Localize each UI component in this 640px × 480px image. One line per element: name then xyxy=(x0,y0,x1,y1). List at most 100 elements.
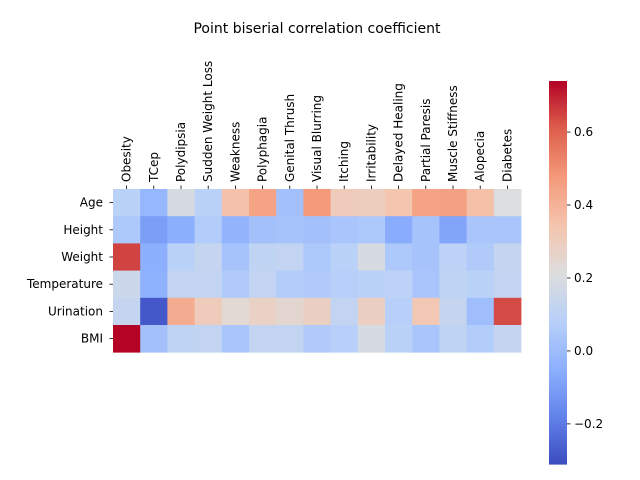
heatmap-cell xyxy=(357,216,386,244)
heatmap-cell xyxy=(140,189,168,217)
heatmap-cell xyxy=(221,270,250,299)
colorbar-segment xyxy=(549,288,567,293)
colorbar-segment xyxy=(549,432,567,436)
column-label: Genital Thrush xyxy=(283,94,297,182)
colorbar-segment xyxy=(549,141,567,146)
colorbar-segment xyxy=(549,199,567,203)
colorbar-segment xyxy=(549,154,567,159)
heatmap-cell xyxy=(167,325,195,353)
heatmap-cell xyxy=(330,325,359,353)
colorbar-segment xyxy=(549,412,567,417)
colorbar-segment xyxy=(549,358,567,363)
colorbar-segment xyxy=(549,435,567,440)
heatmap-cell xyxy=(276,216,304,244)
heatmap-cell xyxy=(249,189,277,217)
colorbar-segment xyxy=(549,381,567,385)
heatmap-cell xyxy=(412,297,440,326)
colorbar-segment xyxy=(549,400,567,404)
colorbar-segment xyxy=(549,208,567,213)
heatmap-cell xyxy=(439,216,467,244)
colorbar-segment xyxy=(549,345,567,350)
heatmap-cell xyxy=(385,270,413,299)
colorbar-segment xyxy=(549,163,567,168)
heatmap-cell xyxy=(113,325,141,353)
column-label: Alopecia xyxy=(473,131,487,182)
row-label: BMI xyxy=(81,332,103,346)
colorbar-segment xyxy=(549,384,567,388)
heatmap-cell xyxy=(140,325,168,353)
colorbar-segment xyxy=(549,313,567,318)
heatmap-cell xyxy=(167,216,195,244)
heatmap-cell xyxy=(439,243,467,271)
heatmap-cell xyxy=(194,189,223,217)
colorbar-segment xyxy=(549,186,567,191)
column-label: TCep xyxy=(147,152,161,183)
colorbar-segment xyxy=(549,116,567,120)
colorbar-segment xyxy=(549,326,567,331)
colorbar-segment xyxy=(549,81,567,85)
colorbar-segment xyxy=(549,329,567,334)
heatmap-cell xyxy=(466,243,495,271)
colorbar-segment xyxy=(549,419,567,424)
column-label: Muscle Stiffness xyxy=(446,85,460,182)
heatmap-cell xyxy=(140,243,168,271)
colorbar-segment xyxy=(549,444,567,449)
row-label: Height xyxy=(63,223,103,237)
heatmap-cell xyxy=(221,216,250,244)
heatmap-cell xyxy=(249,297,277,326)
column-label: Partial Paresis xyxy=(419,99,433,182)
colorbar-segment xyxy=(549,339,567,344)
colorbar-segment xyxy=(549,269,567,274)
heatmap-cell xyxy=(385,297,413,326)
colorbar-segment xyxy=(549,221,567,226)
heatmap-cell xyxy=(140,216,168,244)
heatmap-cell xyxy=(412,189,440,217)
colorbar-segment xyxy=(549,282,567,286)
heatmap-cell xyxy=(113,243,141,271)
colorbar-tick-label: 0.6 xyxy=(574,125,593,139)
column-label: Diabetes xyxy=(500,129,514,182)
colorbar-segment xyxy=(549,243,567,248)
chart-title: Point biserial correlation coefficient xyxy=(193,21,441,37)
colorbar-segment xyxy=(549,323,567,328)
colorbar-segment xyxy=(549,151,567,156)
colorbar-segment xyxy=(549,227,567,232)
colorbar-segment xyxy=(549,205,567,210)
colorbar-segment xyxy=(549,425,567,430)
colorbar-segment xyxy=(549,93,567,98)
heatmap-cell xyxy=(412,270,440,299)
heatmap-cell xyxy=(221,189,250,217)
heatmap-cell xyxy=(385,216,413,244)
colorbar: −0.2 0.0 0.2 0.4 0.6 xyxy=(549,81,603,465)
column-label: Polyphagia xyxy=(256,117,270,182)
colorbar-segment xyxy=(549,406,567,411)
heatmap-cell xyxy=(221,243,250,271)
colorbar-segment xyxy=(549,320,567,325)
heatmap-cell xyxy=(385,189,413,217)
colorbar-segment xyxy=(549,106,567,111)
heatmap-cell xyxy=(330,297,359,326)
heatmap-cell xyxy=(357,189,386,217)
heatmap-cell xyxy=(466,325,495,353)
colorbar-segment xyxy=(549,275,567,280)
heatmap-cell xyxy=(303,243,331,271)
colorbar-segment xyxy=(549,291,567,296)
colorbar-segment xyxy=(549,441,567,446)
row-label: Urination xyxy=(48,304,103,318)
colorbar-tick-label: −0.2 xyxy=(574,417,603,431)
heatmap-cell xyxy=(276,189,304,217)
column-label: Irritability xyxy=(364,124,378,182)
colorbar-segment xyxy=(549,84,567,88)
colorbar-segment xyxy=(549,355,567,360)
colorbar-segment xyxy=(549,298,567,302)
colorbar-segment xyxy=(549,179,567,184)
colorbar-segment xyxy=(549,342,567,347)
colorbar-segment xyxy=(549,352,567,357)
heatmap-cell xyxy=(439,297,467,326)
heatmap-cell xyxy=(439,189,467,217)
colorbar-segment xyxy=(549,387,567,392)
heatmap-cell xyxy=(493,216,522,244)
heatmap-cell xyxy=(330,270,359,299)
colorbar-tick-label: 0.4 xyxy=(574,198,593,212)
